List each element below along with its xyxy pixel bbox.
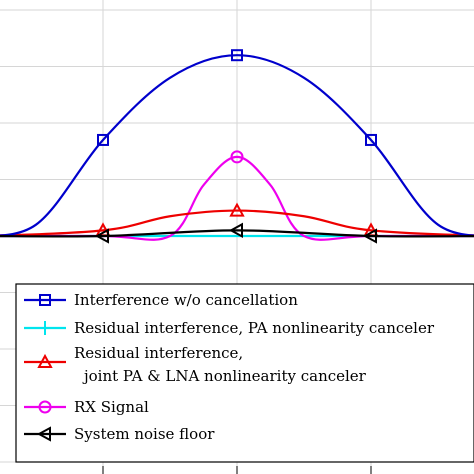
legend-marker-1	[38, 321, 52, 335]
legend-marker-3	[38, 400, 52, 414]
legend-marker-2	[37, 353, 53, 368]
legend-label-4: System noise floor	[74, 425, 215, 443]
series-line-0	[0, 54, 474, 237]
legend-label-3: RX Signal	[74, 398, 149, 416]
series-0-point-2	[365, 133, 377, 146]
series-2-point-1	[229, 202, 245, 217]
legend-label-2-line-0: Residual interference,	[74, 344, 243, 362]
legend-marker-4	[36, 426, 51, 442]
legend-entry-4: System noise floor	[24, 425, 215, 443]
legend-label-0: Interference w/o cancellation	[74, 291, 298, 309]
legend-marker-0	[39, 294, 51, 306]
series-0-point-1	[231, 49, 243, 62]
series-line-3	[0, 155, 474, 241]
series-4-point-3	[228, 222, 243, 239]
series-4-point-2	[94, 228, 109, 244]
legend-box	[15, 283, 474, 463]
legend-entry-1: Residual interference, PA nonlinearity c…	[24, 319, 435, 337]
legend-label-2-line-1: joint PA & LNA nonlinearity canceler	[82, 367, 367, 385]
series-4	[0, 222, 474, 244]
legend: Interference w/o cancellation Residual in…	[15, 283, 474, 463]
series-0	[0, 49, 474, 237]
legend-entry-3: RX Signal	[24, 398, 149, 416]
series-line-2	[0, 209, 474, 237]
series-line-4	[0, 229, 474, 238]
series-0-point-0	[97, 133, 109, 146]
legend-entry-0: Interference w/o cancellation	[24, 291, 298, 309]
series-3-point-2	[230, 150, 244, 164]
legend-entry-2: Residual interference, joint PA & LNA non…	[24, 344, 367, 385]
series-layer	[0, 49, 474, 244]
series-4-point-4	[362, 228, 377, 244]
series-3	[0, 150, 474, 241]
legend-label-1: Residual interference, PA nonlinearity c…	[74, 319, 435, 337]
